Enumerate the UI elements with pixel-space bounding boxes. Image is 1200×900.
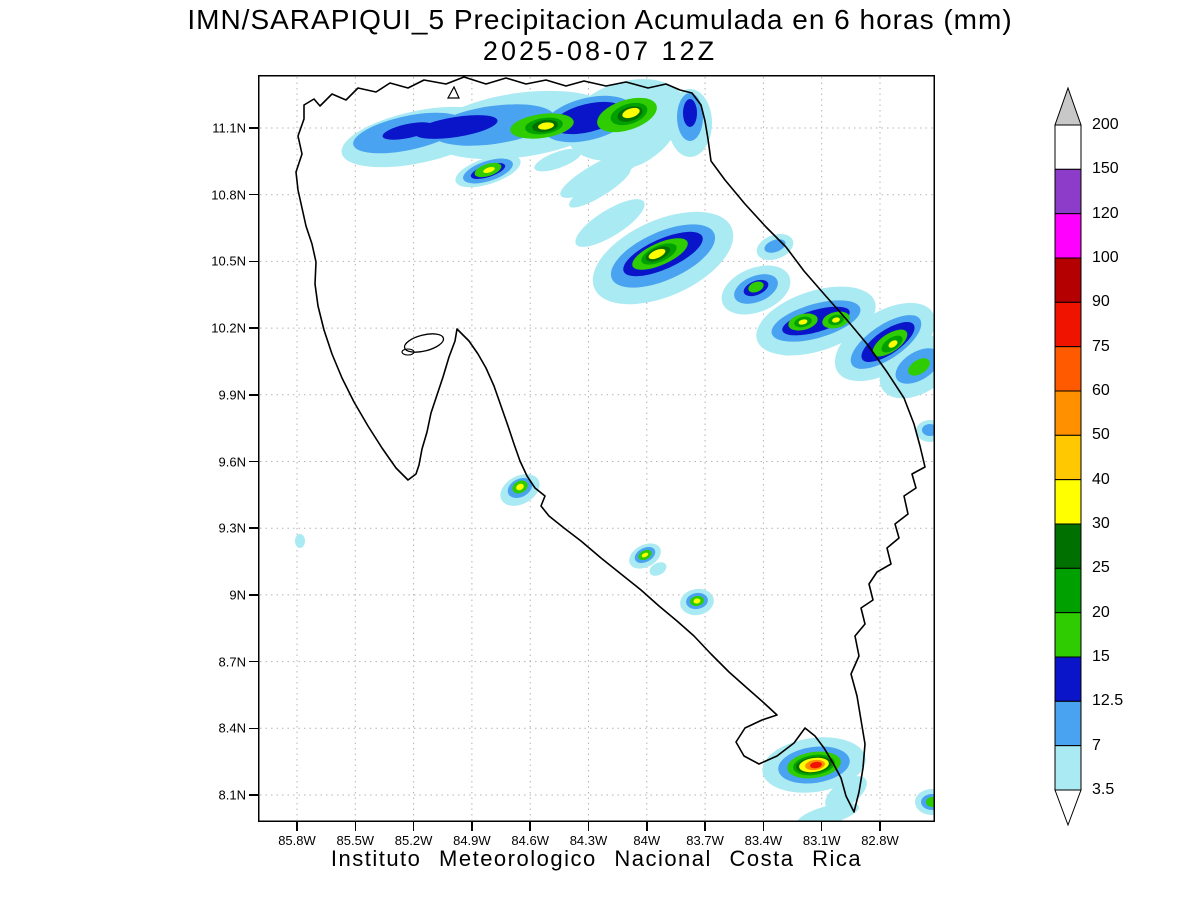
lat-tick-mark [249, 394, 258, 396]
lat-tick-label: 11.1N [212, 120, 246, 136]
lat-tick-mark [249, 594, 258, 596]
colorbar-cells [1054, 124, 1082, 791]
gulf-island-contour [403, 333, 445, 353]
lat-tick-label: 8.4N [218, 720, 246, 736]
colorbar-segment [1054, 567, 1082, 614]
colorbar-segment [1054, 700, 1082, 747]
map-datetime: 2025-08-07 12Z [482, 36, 718, 66]
colorbar-segment [1054, 745, 1082, 791]
lon-tick-mark [704, 822, 706, 831]
precip-band-75 [810, 761, 822, 769]
colorbar-segment [1054, 523, 1082, 569]
lat-tick-mark [249, 460, 258, 463]
colorbar-segment [1054, 257, 1082, 303]
lat-tick-label: 8.1N [218, 787, 246, 803]
costa-rica-coastline [295, 76, 926, 813]
lon-tick-mark [412, 822, 415, 831]
lat-tick-mark [249, 260, 258, 263]
lon-tick-mark [646, 822, 648, 831]
precipitation-map-canvas [258, 75, 935, 822]
colorbar [1054, 86, 1082, 827]
lat-tick-label: 9.6N [218, 454, 246, 469]
precip-band-30 [483, 107, 898, 773]
colorbar-segment [1054, 656, 1082, 702]
colorbar-segment [1054, 301, 1082, 348]
colorbar-segment [1054, 390, 1082, 436]
lat-tick-label: 10.2N [211, 320, 246, 336]
colorbar-arrow-bottom [1054, 789, 1082, 827]
lat-tick-label: 9N [229, 587, 246, 603]
lon-tick-mark [820, 822, 823, 831]
lat-tick-mark [249, 727, 258, 730]
colorbar-segment [1054, 124, 1082, 170]
precip-band-15 [474, 97, 935, 807]
lon-tick-mark [471, 822, 473, 831]
small-island-contour [401, 348, 415, 356]
lat-tick-mark [249, 660, 258, 663]
plot-frame [258, 75, 935, 822]
small-contour-mark [446, 85, 460, 99]
lon-tick-mark [296, 822, 298, 831]
precip-band-3p5 [295, 79, 935, 822]
map-title: IMN/SARAPIQUI_5 Precipitacion Acumulada … [187, 4, 1013, 35]
lon-tick-mark [587, 822, 590, 831]
lon-tick-mark [529, 822, 531, 831]
colorbar-segment [1054, 213, 1082, 259]
lat-tick-mark [249, 127, 258, 129]
footer-text: Instituto Meteorologico Nacional Costa R… [330, 846, 863, 871]
lat-tick-label: 9.3N [218, 520, 246, 536]
lon-tick-mark [354, 822, 357, 831]
lat-tick-label: 10.5N [211, 253, 246, 269]
colorbar-segment [1054, 168, 1082, 215]
lat-tick-label: 8.7N [218, 654, 246, 670]
lat-tick-mark [249, 327, 258, 329]
lon-tick-mark [879, 822, 881, 831]
colorbar-arrow-top [1054, 86, 1082, 126]
lat-tick-label: 10.8N [211, 187, 246, 203]
lon-tick-mark [762, 822, 765, 831]
lat-tick-mark [249, 794, 258, 796]
colorbar-segment [1054, 346, 1082, 392]
colorbar-segment [1054, 612, 1082, 658]
colorbar-segment [1054, 434, 1082, 481]
lat-tick-mark [249, 527, 258, 529]
precip-band-7 [353, 93, 935, 810]
colorbar-segment [1054, 479, 1082, 525]
lat-tick-label: 9.9N [218, 387, 246, 403]
lat-tick-mark [249, 193, 258, 196]
